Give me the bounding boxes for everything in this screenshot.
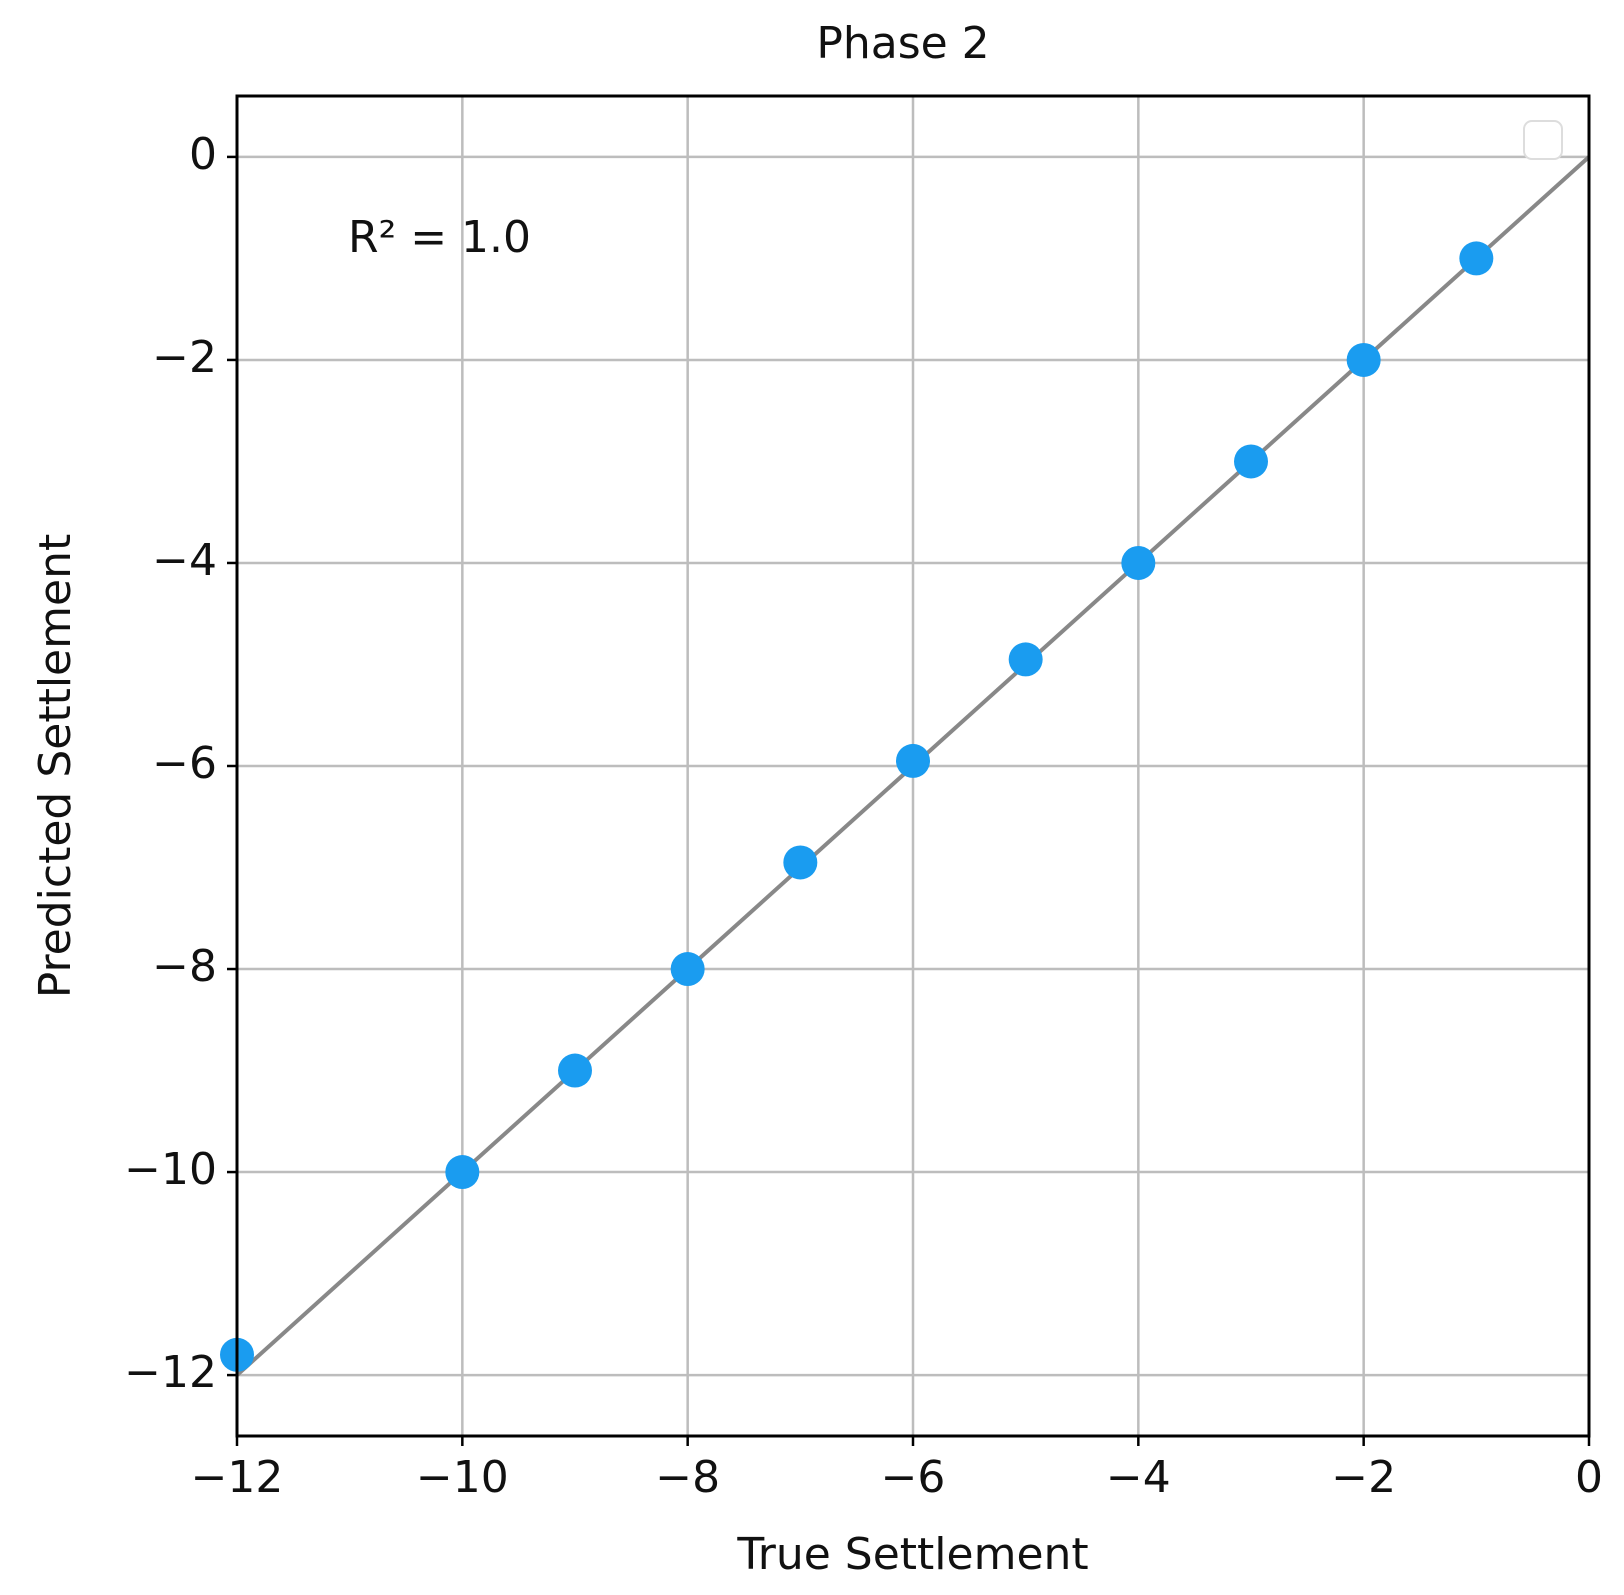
point <box>1008 642 1043 677</box>
y-tick-label: 0 <box>189 129 217 180</box>
chart-title: Phase 2 <box>816 18 989 69</box>
y-tick-label: −6 <box>152 738 217 789</box>
point <box>1459 241 1494 276</box>
point <box>670 952 705 987</box>
plot-frame <box>235 94 1591 1438</box>
y-tick-label: −12 <box>124 1347 217 1398</box>
x-tick-label: −8 <box>655 1452 720 1503</box>
y-tick-label: −4 <box>152 535 217 586</box>
point <box>1121 545 1156 580</box>
point <box>445 1155 480 1190</box>
legend-box <box>1523 120 1563 160</box>
x-tick-label: −6 <box>881 1452 946 1503</box>
y-tick-label: −10 <box>124 1144 217 1195</box>
y-axis-label: Predicted Settlement <box>30 534 81 998</box>
point <box>1234 444 1268 479</box>
annotation: R² = 1.0 <box>348 212 531 263</box>
point <box>1346 342 1381 377</box>
point <box>558 1053 592 1088</box>
x-tick-label: −10 <box>416 1452 509 1503</box>
x-tick-label: −2 <box>1331 1452 1396 1503</box>
y-tick-label: −8 <box>152 941 217 992</box>
x-tick-label: −12 <box>191 1452 284 1503</box>
y-tick-label: −2 <box>152 332 217 383</box>
x-axis-label: True Settlement <box>736 1529 1088 1580</box>
point <box>783 845 818 880</box>
point <box>896 743 930 778</box>
x-tick-label: −4 <box>1106 1452 1171 1503</box>
x-tick-label: 0 <box>1575 1452 1603 1503</box>
